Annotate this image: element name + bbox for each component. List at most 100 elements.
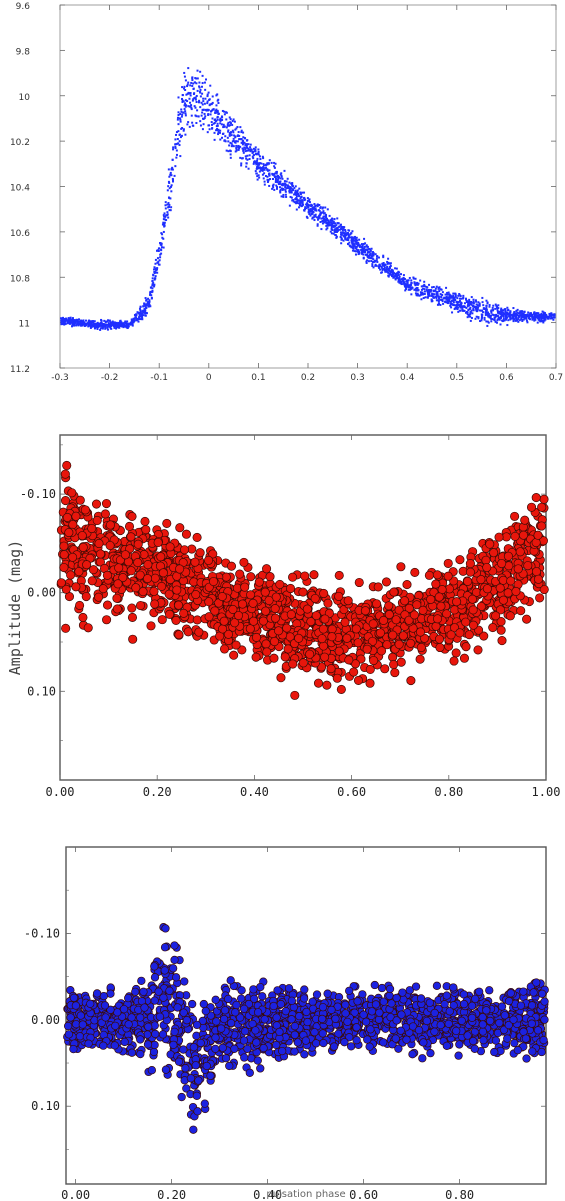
data-point xyxy=(369,249,372,252)
data-point xyxy=(245,165,248,168)
data-point xyxy=(451,311,454,314)
data-point xyxy=(419,279,422,282)
data-point xyxy=(235,127,238,130)
data-point xyxy=(87,523,97,534)
data-point xyxy=(249,146,252,149)
data-point xyxy=(365,248,368,251)
data-point xyxy=(467,594,478,604)
data-point xyxy=(302,604,312,614)
data-point xyxy=(533,574,543,584)
data-point xyxy=(318,624,328,634)
data-point xyxy=(237,599,248,609)
data-point xyxy=(475,303,478,306)
data-point xyxy=(304,208,307,211)
data-point xyxy=(389,262,392,265)
data-point xyxy=(232,145,235,148)
data-point xyxy=(165,219,168,222)
data-point xyxy=(187,91,190,94)
data-point xyxy=(529,312,532,315)
data-point xyxy=(154,262,157,265)
data-point xyxy=(482,562,492,573)
data-point xyxy=(240,129,243,132)
data-point xyxy=(171,615,181,626)
data-point xyxy=(426,296,429,299)
data-point xyxy=(275,172,278,175)
data-point xyxy=(276,175,279,178)
data-point xyxy=(467,304,470,307)
data-point xyxy=(433,289,436,292)
data-point xyxy=(179,608,189,618)
data-point xyxy=(85,319,88,322)
data-point xyxy=(313,202,316,205)
data-point xyxy=(411,286,414,289)
data-point xyxy=(179,155,182,158)
data-point xyxy=(416,292,419,295)
data-point xyxy=(93,327,96,330)
data-point xyxy=(434,287,437,290)
data-point xyxy=(487,313,490,316)
data-point xyxy=(295,198,298,201)
data-point xyxy=(199,95,202,98)
data-point xyxy=(494,532,504,542)
data-point xyxy=(306,197,309,200)
data-point xyxy=(137,317,140,320)
data-point xyxy=(397,270,400,273)
data-point xyxy=(167,168,170,171)
data-point xyxy=(143,310,146,313)
data-point xyxy=(405,283,408,286)
data-point xyxy=(161,233,164,236)
data-point xyxy=(294,185,297,188)
data-point xyxy=(290,690,300,700)
data-point xyxy=(372,260,375,263)
data-point xyxy=(273,188,276,191)
data-point xyxy=(269,653,279,663)
data-point xyxy=(537,502,547,512)
data-point xyxy=(83,323,86,326)
data-point xyxy=(71,325,74,328)
data-point xyxy=(229,141,232,144)
data-point xyxy=(108,325,111,328)
data-point xyxy=(163,223,166,226)
data-point xyxy=(371,599,382,609)
data-point xyxy=(340,225,343,228)
data-point xyxy=(350,236,353,239)
data-point xyxy=(490,311,493,314)
data-point xyxy=(294,189,297,192)
data-point xyxy=(542,321,545,324)
data-point xyxy=(514,312,517,315)
data-point xyxy=(412,276,415,279)
data-point xyxy=(291,185,294,188)
data-point xyxy=(339,224,342,227)
data-point xyxy=(529,318,532,321)
data-point xyxy=(299,191,302,194)
data-point xyxy=(192,88,195,91)
data-point xyxy=(365,260,368,263)
data-point xyxy=(170,206,173,209)
data-point xyxy=(176,118,179,121)
data-point xyxy=(146,621,156,631)
data-point xyxy=(226,136,229,139)
data-point xyxy=(240,582,250,592)
data-point xyxy=(144,297,147,300)
data-point xyxy=(113,326,116,329)
data-point xyxy=(76,322,79,325)
data-point xyxy=(336,226,339,229)
data-point xyxy=(248,616,259,626)
data-point xyxy=(538,313,541,316)
data-point xyxy=(89,326,92,329)
data-point xyxy=(336,217,339,220)
data-point xyxy=(237,645,247,655)
data-point xyxy=(266,175,269,178)
data-point xyxy=(535,312,538,315)
data-point xyxy=(457,294,460,297)
data-point xyxy=(302,203,305,206)
data-point xyxy=(176,142,179,145)
data-point xyxy=(187,105,190,108)
data-point xyxy=(505,312,508,315)
data-point xyxy=(365,244,368,247)
data-point xyxy=(200,114,203,117)
data-point xyxy=(59,550,69,560)
data-point xyxy=(182,100,185,103)
data-point xyxy=(463,302,466,305)
data-point xyxy=(511,314,514,317)
